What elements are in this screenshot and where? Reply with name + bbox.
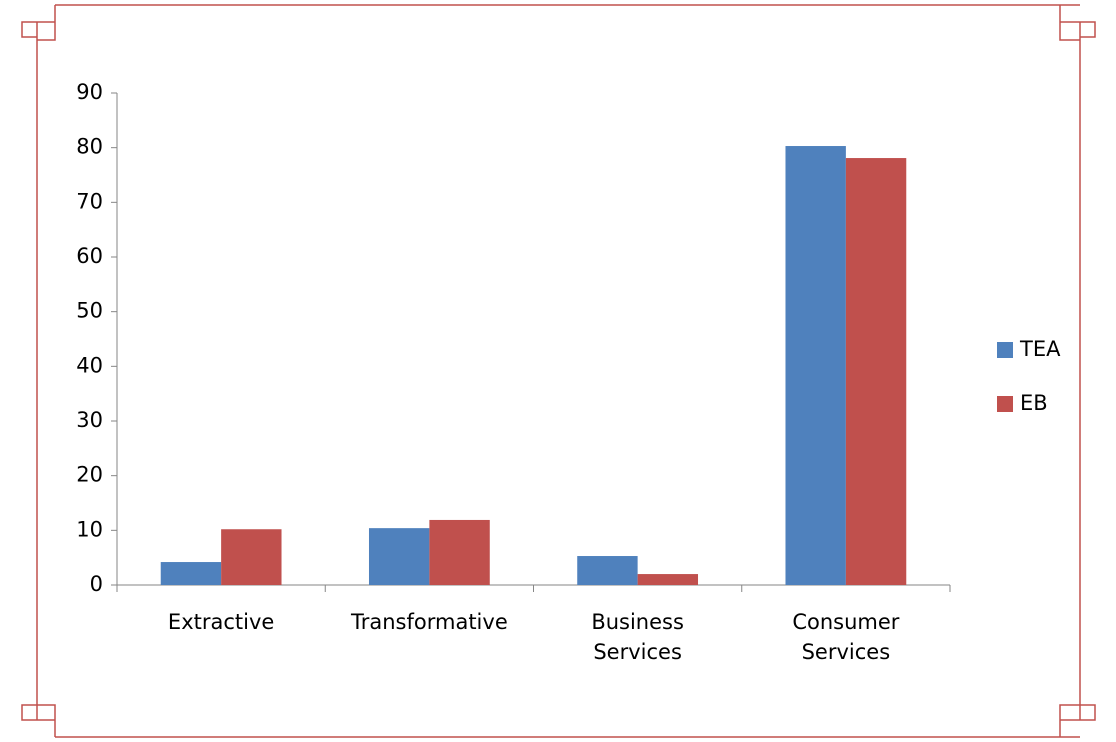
- legend-swatch: [997, 342, 1013, 358]
- legend-label: TEA: [1019, 337, 1061, 361]
- x-tick-label: Consumer Services: [792, 610, 900, 664]
- bar: [221, 529, 282, 585]
- bar: [368, 528, 430, 585]
- bar: [637, 574, 699, 585]
- y-tick-label: 30: [76, 408, 103, 432]
- y-tick-label: 40: [76, 353, 103, 377]
- bar: [160, 562, 222, 585]
- legend-swatch: [997, 396, 1013, 412]
- y-tick-label: 70: [76, 189, 103, 213]
- bar: [429, 519, 490, 585]
- y-tick-label: 60: [76, 244, 103, 268]
- y-tick-label: 50: [76, 299, 103, 323]
- x-tick-label: Business Services: [591, 610, 684, 664]
- bar: [785, 146, 846, 585]
- y-tick-label: 0: [90, 572, 103, 596]
- bar: [845, 158, 907, 585]
- y-tick-label: 10: [76, 517, 103, 541]
- y-tick-label: 20: [76, 463, 103, 487]
- legend-label: EB: [1020, 391, 1048, 415]
- bar: [577, 556, 638, 585]
- x-tick-label: Extractive: [167, 610, 275, 634]
- decorative-frame: [21, 4, 1096, 738]
- y-tick-label: 90: [76, 80, 103, 104]
- x-tick-label: Transformative: [351, 610, 508, 634]
- y-tick-label: 80: [76, 135, 103, 159]
